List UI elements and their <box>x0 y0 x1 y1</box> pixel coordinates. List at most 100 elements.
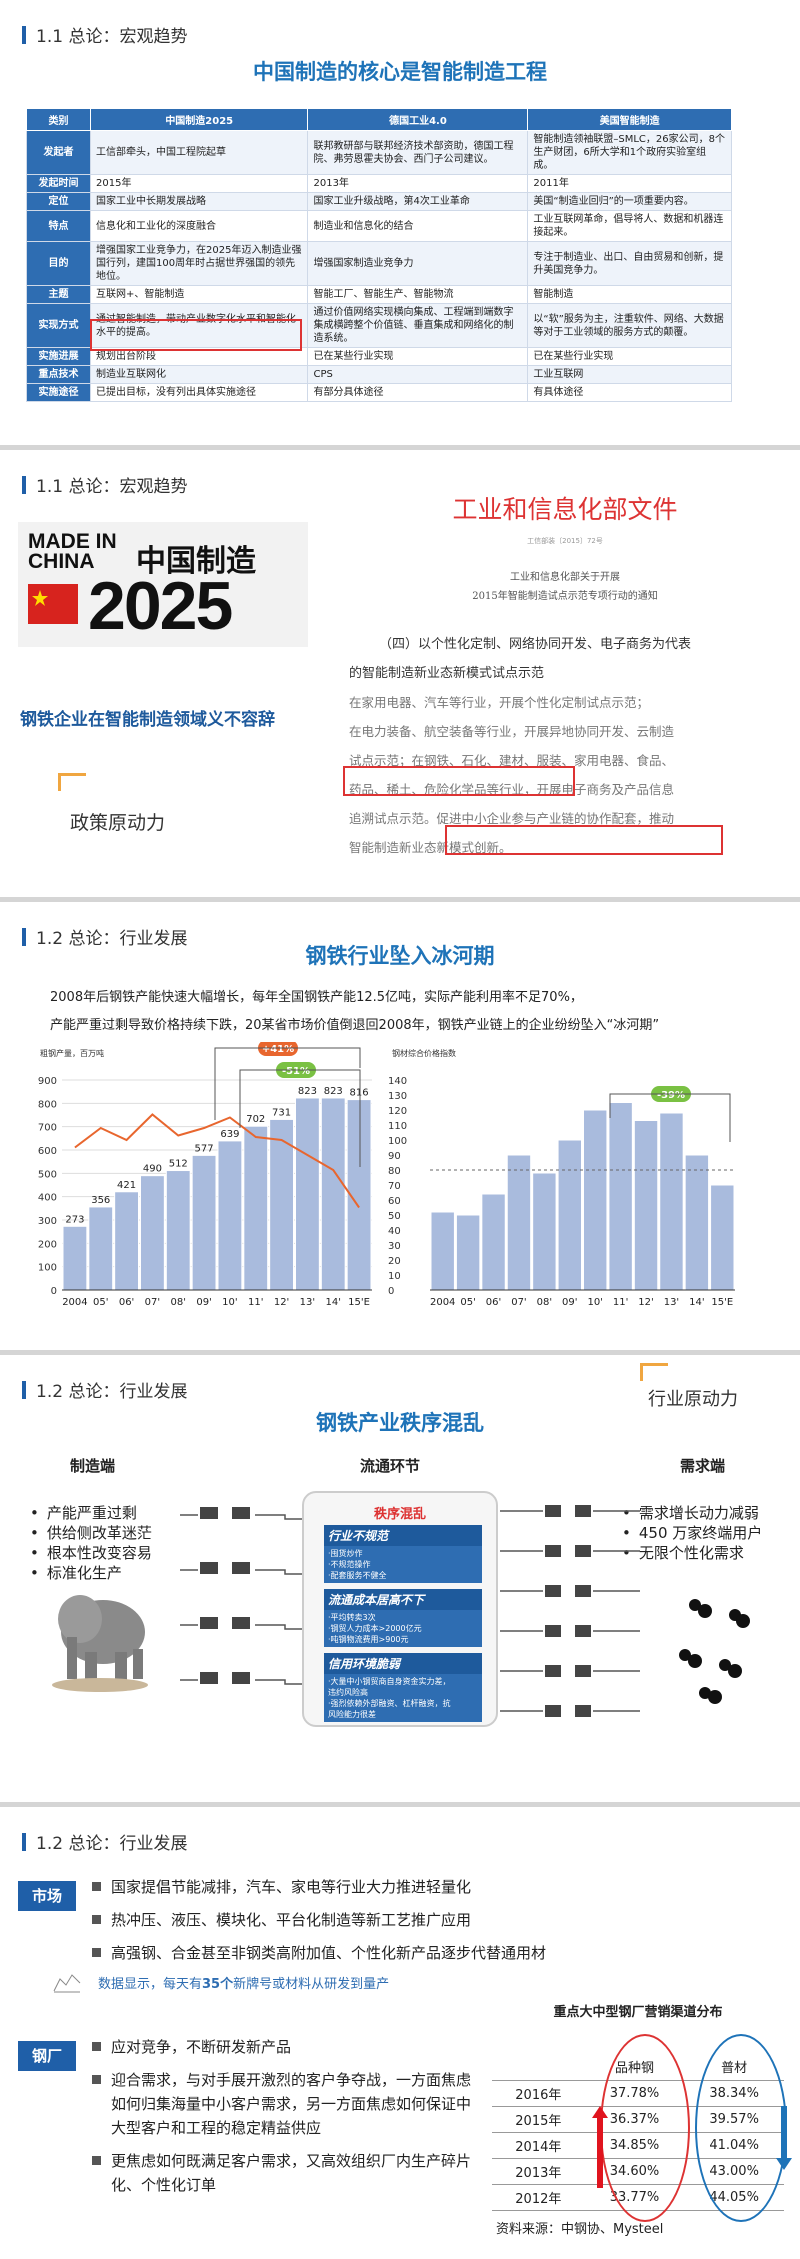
x-tick-label: 09' <box>562 1297 577 1308</box>
bullet-text: 迎合需求，与对手展开激烈的客户争夺战，一方面焦虑如何归集海量中小客户需求，另一方… <box>111 2071 472 2137</box>
group-item: ·钢贸人力成本>2000亿元 <box>328 1624 422 1633</box>
bullet-item: • 标准化生产 <box>30 1564 122 1582</box>
doc-line: （四）以个性化定制、网络协同开发、电子商务为代表 <box>379 637 692 652</box>
bar <box>506 1154 532 1291</box>
producer-bullets: • 产能严重过剩 • 供给侧改革迷茫 • 根本性改变容易 • 标准化生产 <box>30 1503 180 1583</box>
bar-label: 577 <box>195 1143 214 1154</box>
table-cell: 通过智能制造，带动产业数字化水平和智能化水平的提高。 <box>89 303 309 348</box>
section-title: 1.2 总论：行业发展 <box>22 924 187 949</box>
flow-line <box>255 1624 302 1630</box>
x-tick-label: 14' <box>689 1297 704 1308</box>
consumer-box-icon <box>545 1505 561 1517</box>
bar-label: 512 <box>169 1159 188 1170</box>
table-cell: 2015年 <box>492 2106 585 2133</box>
data-note-text: 数据显示，每天有 <box>98 1977 203 1992</box>
bar-label: 490 <box>143 1164 162 1175</box>
flow-line <box>255 1514 302 1520</box>
slide-policy: 1.1 总论：宏观趋势 MADE IN CHINA 中国制造 2025 钢铁企业… <box>0 450 800 897</box>
x-tick-label: 07' <box>145 1297 160 1308</box>
producer-box-icon <box>200 1507 218 1519</box>
group-item: ·不规范操作 <box>328 1560 371 1569</box>
bullet-item: 国家提倡节能减排，汽车、家电等行业大力推进轻量化 <box>92 1875 546 1899</box>
disorder-box: 秩序混乱 行业不规范 ·囤货炒作 ·不规范操作 ·配套服务不健全 流通成本居高不下 ·平均… <box>302 1491 498 1727</box>
table-row: 实现方式 通过智能制造，带动产业数字化水平和智能化水平的提高。 通过价值网络实现横向… <box>26 303 732 348</box>
bar <box>114 1191 139 1291</box>
slide-separator <box>0 1802 800 1807</box>
row-label: 实现方式 <box>26 303 91 348</box>
y-tick-label: 600 <box>38 1146 57 1157</box>
consumer-box-icon <box>545 1665 561 1677</box>
group-item: ·大量中小钢贸商自身资金实力差， <box>328 1677 451 1686</box>
producer-box-icon <box>200 1562 218 1574</box>
bar-label: 356 <box>91 1195 110 1206</box>
table-cell: 2013年 <box>307 174 529 193</box>
y-tick-label: 800 <box>38 1099 57 1110</box>
slide-macro-trend: 1.1 总论：宏观趋势 中国制造的核心是智能制造工程 类别 中国制造2025 德… <box>0 0 800 445</box>
slide-ice-age: 1.2 总论：行业发展 钢铁行业坠入冰河期 2008年后钢铁产能快速大幅增长，每… <box>0 902 800 1350</box>
policy-tag: 政策原动力 <box>70 812 166 834</box>
disorder-group: 信用环境脆弱 ·大量中小钢贸商自身资金实力差， 违约风险高 ·强烈依赖外部融资、杠杆融… <box>324 1653 482 1722</box>
x-tick-label: 2004 <box>430 1297 455 1308</box>
consumer-box-icon <box>545 1545 561 1557</box>
down-arrow-icon <box>776 2106 792 2174</box>
table-row: 特点 信息化和工业化的深度融合 制造业和信息化的结合 工业互联网革命，倡导将人、数据和… <box>26 210 732 242</box>
row-label: 主题 <box>26 285 91 304</box>
slide-title: 钢铁行业坠入冰河期 <box>305 944 495 968</box>
intro-line: 产能严重过剩导致价格持续下跌，20某省市场价值倒退回2008年，钢铁产业链上的企… <box>50 1018 660 1033</box>
producer-box-icon <box>232 1617 250 1629</box>
row-label: 定位 <box>26 192 91 211</box>
x-tick-label: 12' <box>274 1297 289 1308</box>
table-cell: 以“软”服务为主，注重软件、网络、大数据等对于工业领域的服务方式的颠覆。 <box>527 303 732 348</box>
bar <box>532 1172 557 1291</box>
table-cell: 2016年 <box>492 2080 585 2107</box>
disorder-group: 行业不规范 ·囤货炒作 ·不规范操作 ·配套服务不健全 <box>324 1525 482 1583</box>
doc-line: 药品、稀土、危险化学品等行业，开展电子商务及产品信息 <box>349 782 675 797</box>
y2-tick-label: 80 <box>388 1166 401 1177</box>
table-cell: 工信部牵头，中国工程院起草 <box>89 130 309 175</box>
highlight-box <box>90 319 302 351</box>
ellipse-right <box>695 2034 787 2222</box>
y2-tick-label: 60 <box>388 1196 401 1207</box>
bar <box>62 1225 88 1291</box>
tag-bracket <box>640 1363 668 1381</box>
data-note-text: 新牌号或材料从研发到量产 <box>233 1977 390 1992</box>
x-tick-label: 15'E <box>348 1297 370 1308</box>
doc-line: 在电力装备、航空装备等行业，开展异地协同开发、云制造 <box>349 724 675 739</box>
bullet-text: 高强钢、合金甚至非钢类高附加值、个性化新产品逐步代替通用材 <box>111 1944 547 1962</box>
logo-text: 中国制造 <box>136 544 256 579</box>
table-cell: 制造业和信息化的结合 <box>307 210 529 242</box>
group-item: ·吨钢物流费用>900元 <box>328 1635 409 1644</box>
bullet-item: • 供给侧改革迷茫 <box>30 1524 152 1542</box>
table-cell: 互联网+、智能制造 <box>89 285 309 304</box>
slide-title: 钢铁产业秩序混乱 <box>316 1411 484 1435</box>
y-tick-label: 200 <box>38 1239 57 1250</box>
y2-tick-label: 50 <box>388 1211 401 1222</box>
table-row: 主题 互联网+、智能制造 智能工厂、智能生产、智能物流 智能制造 <box>26 285 732 304</box>
chart-icon <box>52 1971 82 1993</box>
bar <box>633 1120 659 1291</box>
table-cell: 制造业互联网化 <box>89 365 309 384</box>
y2-tick-label: 110 <box>388 1121 407 1132</box>
badge-plus-text: +41% <box>262 1044 294 1055</box>
table-header: 中国制造2025 <box>89 108 309 131</box>
table-cell: 智能工厂、智能生产、智能物流 <box>307 285 529 304</box>
table-cell: 增强国家制造业竞争力 <box>307 241 529 286</box>
x-tick-label: 11' <box>248 1297 263 1308</box>
x-tick-label: 11' <box>613 1297 628 1308</box>
consumer-box-icon <box>545 1625 561 1637</box>
bar <box>430 1211 455 1291</box>
col-header-mid: 流通环节 <box>360 1457 421 1475</box>
table-cell: 信息化和工业化的深度融合 <box>89 210 309 242</box>
y-tick-label: 500 <box>38 1169 57 1180</box>
bar-label: 731 <box>272 1107 291 1118</box>
table-cell: 有具体途径 <box>527 383 732 402</box>
y2-tick-label: 40 <box>388 1226 401 1237</box>
section-title: 1.2 总论：行业发展 <box>22 1829 187 1854</box>
bar <box>191 1154 217 1291</box>
table-cell: 增强国家工业竞争力，在2025年迈入制造业强国行列，建国100周年时占据世界强国… <box>89 241 309 286</box>
x-tick-label: 13' <box>664 1297 679 1308</box>
slide-separator <box>0 897 800 902</box>
ellipse-left <box>600 2034 690 2222</box>
table-cell: 已在某些行业实现 <box>527 347 732 366</box>
bar <box>455 1214 481 1291</box>
